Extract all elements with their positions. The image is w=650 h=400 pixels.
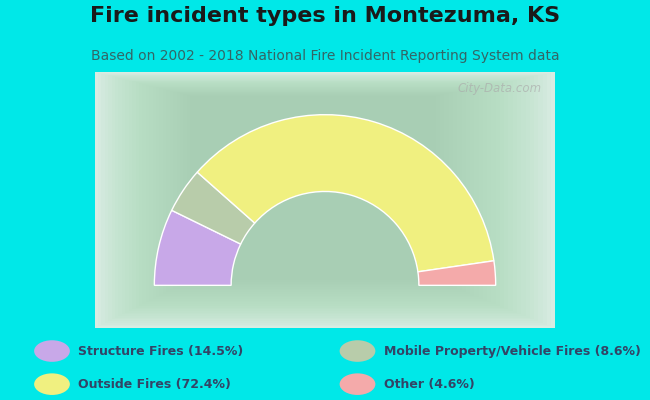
Bar [170, 91, 462, 290]
Text: Based on 2002 - 2018 National Fire Incident Reporting System data: Based on 2002 - 2018 National Fire Incid… [91, 49, 559, 63]
Bar [153, 86, 483, 299]
Text: Structure Fires (14.5%): Structure Fires (14.5%) [78, 344, 243, 358]
Bar [150, 86, 487, 301]
Bar [156, 87, 478, 297]
Ellipse shape [34, 340, 70, 362]
Bar [194, 97, 432, 278]
Bar [129, 80, 513, 311]
Bar [125, 80, 517, 313]
Text: City-Data.com: City-Data.com [458, 82, 541, 95]
Ellipse shape [34, 373, 70, 395]
Text: Outside Fires (72.4%): Outside Fires (72.4%) [78, 378, 231, 391]
Bar [190, 96, 436, 280]
Bar [118, 78, 526, 316]
Bar [132, 81, 508, 309]
Wedge shape [172, 172, 255, 244]
Text: Fire incident types in Montezuma, KS: Fire incident types in Montezuma, KS [90, 6, 560, 26]
Bar [139, 83, 500, 306]
Bar [163, 89, 470, 294]
Bar [177, 92, 453, 287]
Text: Other (4.6%): Other (4.6%) [384, 378, 474, 391]
Bar [187, 95, 440, 282]
Ellipse shape [340, 340, 376, 362]
Bar [142, 84, 496, 304]
Wedge shape [197, 115, 494, 272]
Wedge shape [154, 210, 240, 285]
Wedge shape [418, 261, 496, 285]
Bar [166, 90, 466, 292]
Bar [183, 94, 445, 284]
Bar [146, 85, 491, 302]
Bar [180, 93, 448, 285]
Text: Mobile Property/Vehicle Fires (8.6%): Mobile Property/Vehicle Fires (8.6%) [384, 344, 640, 358]
Bar [122, 79, 521, 314]
Bar [173, 92, 457, 289]
Ellipse shape [340, 373, 376, 395]
Bar [136, 82, 504, 308]
Bar [159, 88, 474, 296]
